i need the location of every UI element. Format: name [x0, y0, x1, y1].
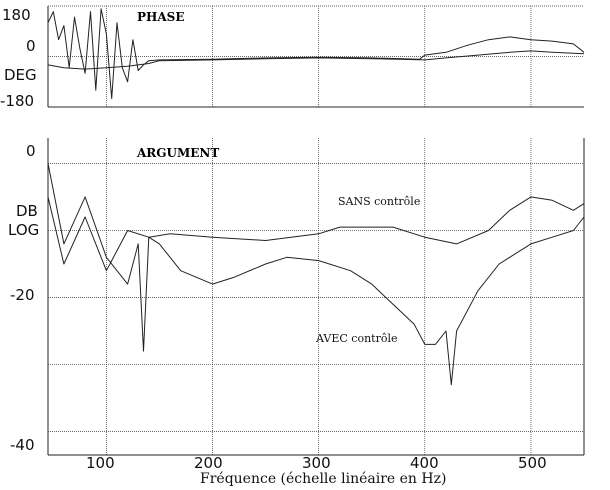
xtick-200: 200 — [194, 454, 223, 472]
argument-title: ARGUMENT — [136, 146, 219, 160]
xtick-500: 500 — [518, 454, 547, 472]
phase-ytick-180: 180 — [2, 6, 31, 24]
phase-ylabel: DEG — [4, 66, 37, 84]
argument-series-line-1 — [47, 163, 585, 386]
arg-ytick-neg40: -40 — [10, 436, 35, 454]
argument-series-line-0 — [47, 196, 585, 272]
xtick-100: 100 — [86, 454, 115, 472]
sans-controle-label: SANS contrôle — [338, 195, 420, 208]
xtick-300: 300 — [302, 454, 331, 472]
series-lines — [47, 8, 585, 386]
xtick-400: 400 — [410, 454, 439, 472]
phase-series-line-1 — [47, 50, 585, 70]
phase-series-line-0 — [47, 8, 585, 100]
phase-ytick-0: 0 — [26, 37, 36, 55]
arg-ylabel-log: LOG — [8, 221, 39, 239]
arg-ytick-0: 0 — [26, 142, 36, 160]
arg-ylabel-db: DB — [16, 202, 38, 220]
grid-lines — [48, 5, 584, 455]
x-axis-title: Fréquence (échelle linéaire en Hz) — [200, 471, 446, 487]
avec-controle-label: AVEC contrôle — [315, 332, 397, 345]
phase-ytick-neg180: -180 — [0, 92, 34, 110]
arg-ytick-neg20: -20 — [10, 286, 35, 304]
phase-title: PHASE — [137, 10, 184, 24]
